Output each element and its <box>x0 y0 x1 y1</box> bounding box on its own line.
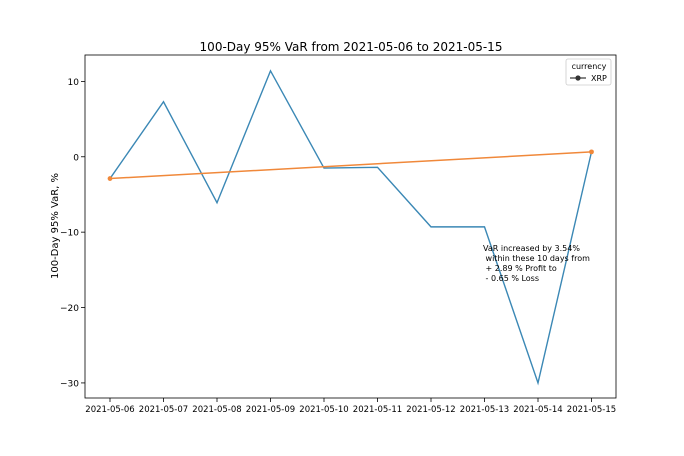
legend-entry-xrp: XRP <box>591 74 607 83</box>
x-tick-label: 2021-05-11 <box>353 405 402 415</box>
legend: currency XRP <box>565 58 612 86</box>
x-tick-label: 2021-05-06 <box>85 405 134 415</box>
y-tick-label: −20 <box>60 304 79 314</box>
annotation-line-3: + 2.89 % Profit to <box>483 264 557 273</box>
trend-start-marker <box>107 176 113 181</box>
x-tick-label: 2021-05-13 <box>460 405 509 415</box>
y-axis-label: 100-Day 95% VaR, % <box>50 173 61 279</box>
annotation: VaR increased by 3.54% within these 10 d… <box>483 244 592 283</box>
y-tick-label: −10 <box>60 229 79 239</box>
legend-title: currency <box>572 62 607 71</box>
x-tick-label: 2021-05-07 <box>139 405 188 415</box>
x-tick-label: 2021-05-09 <box>246 405 295 415</box>
y-tick-label: −30 <box>60 379 79 389</box>
x-tick-label: 2021-05-12 <box>406 405 455 415</box>
annotation-line-4: - 0.65 % Loss <box>483 274 539 283</box>
series-layer <box>107 69 594 386</box>
trend-line <box>109 151 592 180</box>
x-tick-label: 2021-05-10 <box>299 405 348 415</box>
series-line-xrp <box>109 69 593 386</box>
y-tick-label: 0 <box>73 153 79 163</box>
x-tick-label: 2021-05-14 <box>513 405 562 415</box>
chart-title: 100-Day 95% VaR from 2021-05-06 to 2021-… <box>200 40 503 54</box>
x-tick-label: 2021-05-08 <box>192 405 241 415</box>
x-axis: 2021-05-06 2021-05-07 2021-05-08 2021-05-09… <box>85 398 616 415</box>
legend-swatch-marker <box>575 75 581 81</box>
y-tick-label: 10 <box>68 78 80 88</box>
trend-end-marker <box>589 149 594 155</box>
annotation-line-1: VaR increased by 3.54% <box>483 244 580 253</box>
plot-frame <box>84 54 617 399</box>
x-tick-label: 2021-05-15 <box>567 405 616 415</box>
annotation-line-2: within these 10 days from <box>483 254 590 263</box>
y-axis: 10 0 −10 −20 −30 <box>60 78 85 389</box>
